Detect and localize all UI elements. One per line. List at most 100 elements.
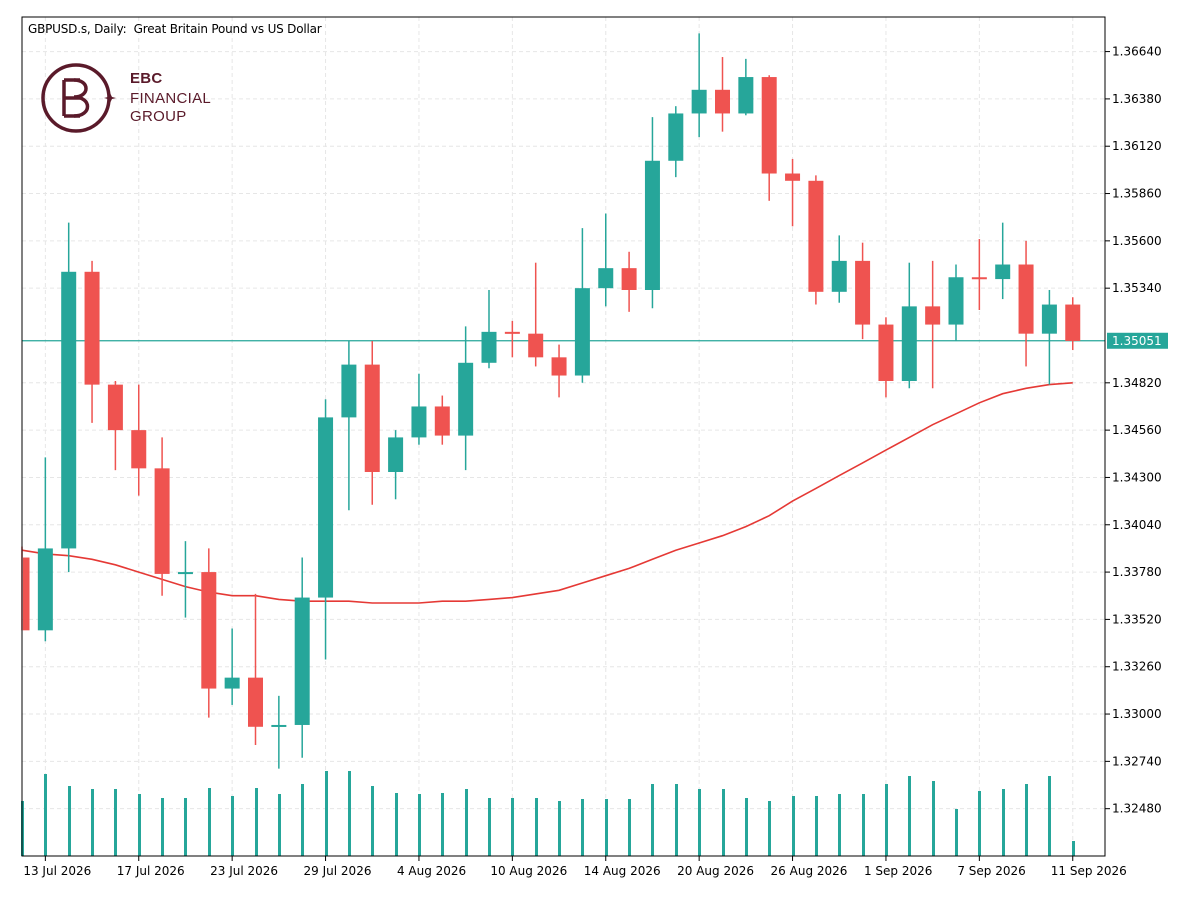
candle[interactable]: [785, 158, 801, 227]
time-tick-label: 11 Sep 2026: [1051, 864, 1127, 878]
candle[interactable]: [551, 344, 567, 398]
candle[interactable]: [364, 340, 380, 505]
candle[interactable]: [61, 222, 77, 573]
candle[interactable]: [1041, 289, 1057, 385]
candle-body: [644, 160, 660, 290]
price-tick-label: 1.35340: [1112, 281, 1162, 295]
candle[interactable]: [644, 117, 660, 309]
time-tick-label: 20 Aug 2026: [677, 864, 754, 878]
price-tick-label: 1.35600: [1112, 234, 1162, 248]
candle-body: [691, 89, 707, 114]
candle[interactable]: [808, 175, 824, 305]
candle[interactable]: [1065, 297, 1081, 351]
price-axis[interactable]: 1.36640 1.36380 1.36120 1.35860 1.35600 1.353…: [1105, 45, 1162, 816]
candle-body: [364, 364, 380, 472]
time-tick-label: 23 Jul 2026: [210, 864, 278, 878]
candle[interactable]: [154, 437, 170, 596]
candle[interactable]: [691, 33, 707, 138]
time-tick-label: 17 Jul 2026: [117, 864, 185, 878]
candle-body: [481, 331, 497, 363]
price-tick-label: 1.36120: [1112, 139, 1162, 153]
candle-body: [1065, 304, 1081, 341]
candle-body: [131, 430, 147, 469]
candle[interactable]: [948, 264, 964, 341]
candle[interactable]: [248, 593, 263, 745]
time-tick-label: 10 Aug 2026: [490, 864, 567, 878]
candle-body: [1041, 304, 1057, 334]
candle[interactable]: [294, 557, 310, 758]
candle[interactable]: [831, 235, 847, 303]
candle[interactable]: [878, 317, 894, 398]
candle-body: [528, 333, 544, 358]
candle-body: [621, 268, 637, 290]
candle[interactable]: [504, 320, 520, 358]
price-tick-label: 1.36380: [1112, 92, 1162, 106]
candle-body: [574, 288, 590, 376]
candle[interactable]: [271, 695, 287, 769]
candle[interactable]: [598, 213, 614, 307]
ebc-monogram-icon: [41, 63, 116, 133]
time-axis[interactable]: 13 Jul 2026 17 Jul 2026 23 Jul 2026 29 Jul …: [23, 856, 1127, 878]
candle[interactable]: [761, 75, 777, 201]
candle[interactable]: [901, 262, 917, 389]
candle[interactable]: [434, 395, 450, 445]
candle[interactable]: [925, 260, 941, 389]
price-tick-label: 1.33260: [1112, 660, 1162, 674]
candle[interactable]: [341, 340, 357, 511]
candle-body: [271, 724, 287, 727]
logo-line-group: GROUP: [130, 108, 187, 125]
candle-body: [715, 89, 730, 114]
candle[interactable]: [481, 289, 497, 369]
candle[interactable]: [668, 106, 684, 178]
price-tick-label: 1.33780: [1112, 565, 1162, 579]
price-tick-label: 1.34040: [1112, 518, 1162, 532]
candle[interactable]: [318, 399, 334, 660]
candle[interactable]: [458, 326, 474, 471]
candle[interactable]: [388, 430, 404, 500]
candle[interactable]: [177, 541, 193, 618]
price-tick-label: 1.33520: [1112, 612, 1162, 626]
candle-body: [808, 180, 824, 292]
candle[interactable]: [621, 251, 637, 312]
candle[interactable]: [995, 222, 1011, 300]
candle-body: [855, 260, 871, 325]
candle[interactable]: [37, 457, 53, 642]
candle-body: [785, 173, 801, 181]
candle-body: [878, 324, 894, 381]
candle[interactable]: [1018, 240, 1034, 367]
candle-body: [177, 572, 193, 575]
candle[interactable]: [201, 548, 217, 718]
candle-body: [551, 357, 567, 376]
candle-body: [388, 437, 404, 472]
candle-body: [598, 268, 614, 289]
candle[interactable]: [715, 57, 730, 132]
candle[interactable]: [21, 546, 30, 631]
candle-body: [434, 406, 450, 436]
candle[interactable]: [738, 58, 754, 116]
time-tick-label: 4 Aug 2026: [397, 864, 466, 878]
time-tick-label: 14 Aug 2026: [584, 864, 661, 878]
candle[interactable]: [971, 239, 987, 311]
candle-body: [971, 277, 987, 280]
candle[interactable]: [224, 628, 240, 705]
candle[interactable]: [855, 242, 871, 340]
candle[interactable]: [528, 262, 544, 367]
candle[interactable]: [574, 228, 590, 383]
price-tick-label: 1.33000: [1112, 707, 1162, 721]
candle-body: [248, 677, 263, 727]
candles[interactable]: [21, 33, 1081, 769]
candle[interactable]: [84, 260, 100, 423]
candle-body: [925, 306, 941, 325]
moving-average-line: [21, 382, 1073, 604]
candle-body: [23, 557, 30, 631]
candle-body: [224, 677, 240, 689]
candle-body: [761, 77, 777, 174]
price-tick-label: 1.32740: [1112, 754, 1162, 768]
current-price-line: 1.35051: [22, 332, 1168, 349]
candle[interactable]: [107, 380, 123, 471]
logo-line-ebc: EBC: [130, 70, 163, 87]
candle[interactable]: [131, 384, 147, 496]
candle[interactable]: [411, 373, 427, 445]
